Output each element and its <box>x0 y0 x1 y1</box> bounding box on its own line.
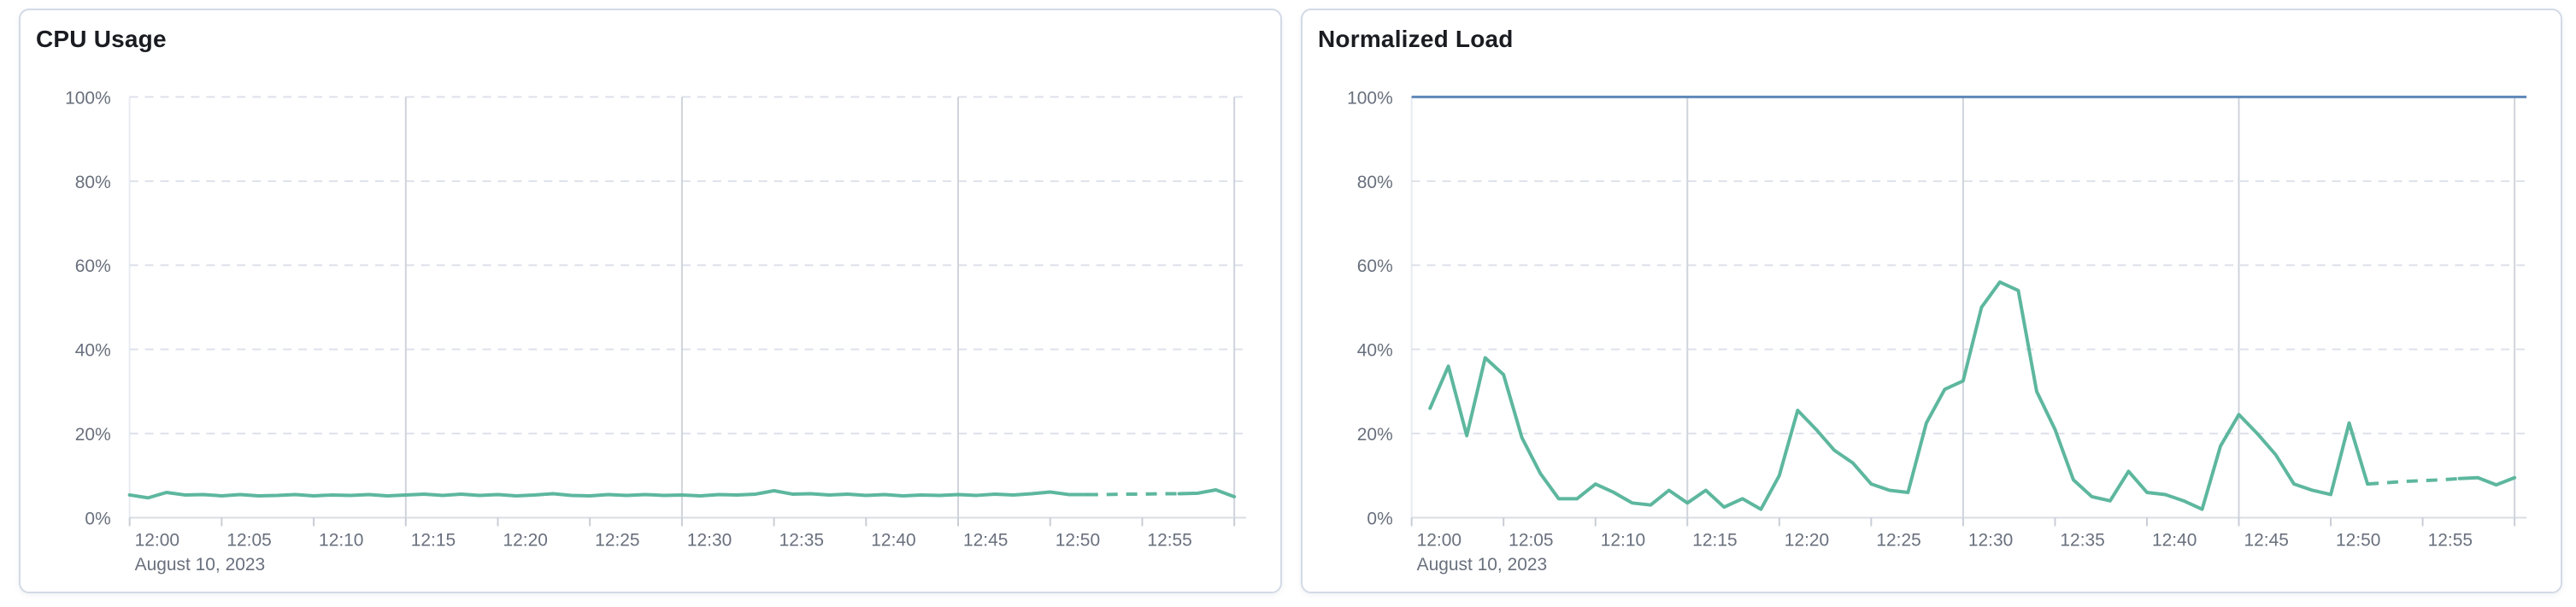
x-axis-label: 12:10 <box>1601 530 1645 550</box>
x-axis-label: 12:35 <box>2060 530 2104 550</box>
x-axis-date-label: August 10, 2023 <box>1417 555 1548 575</box>
cpu-usage-chart[interactable]: 12:00 12:05 12:10 12:15 12:20 12:25 12:30 12:35… <box>21 10 1280 592</box>
y-axis-label: 20% <box>75 425 111 445</box>
series-line-dashed <box>2367 476 2460 486</box>
y-axis-label: 0% <box>1367 509 1392 528</box>
normalized-load-chart[interactable]: 12:00 12:05 12:10 12:15 12:20 12:25 12:30 12:35… <box>1303 10 2561 592</box>
x-axis-label: 12:50 <box>2336 530 2380 550</box>
x-axis-label: 12:45 <box>963 530 1008 550</box>
series-line-solid <box>1177 488 1237 498</box>
x-axis-label: 12:05 <box>226 530 271 550</box>
x-axis-label: 12:10 <box>319 530 363 550</box>
series-line-solid <box>127 489 1089 500</box>
panel-title: CPU Usage <box>36 26 167 52</box>
panel-title: Normalized Load <box>1318 26 1514 52</box>
y-axis-label: 20% <box>1357 425 1393 445</box>
x-axis-label: 12:30 <box>1968 530 2013 550</box>
normalized-load-panel: 12:00 12:05 12:10 12:15 12:20 12:25 12:30 12:35… <box>1301 9 2562 593</box>
x-axis-label: 12:50 <box>1056 530 1100 550</box>
series-line-solid <box>2457 475 2517 487</box>
x-axis-label: 12:20 <box>503 530 547 550</box>
cpu-usage-panel: 12:00 12:05 12:10 12:15 12:20 12:25 12:30 12:35… <box>19 9 1282 593</box>
x-axis-label: 12:00 <box>1417 530 1461 550</box>
y-axis-label: 80% <box>75 173 111 192</box>
x-axis-label: 12:55 <box>2428 530 2473 550</box>
x-axis-label: 12:55 <box>1147 530 1191 550</box>
x-axis-label: 12:40 <box>871 530 915 550</box>
y-axis-label: 100% <box>1347 88 1393 108</box>
x-axis-label: 12:45 <box>2244 530 2289 550</box>
y-axis-label: 40% <box>1357 341 1393 361</box>
x-axis-label: 12:00 <box>135 530 179 550</box>
series-line-solid <box>1428 280 2370 511</box>
x-axis-label: 12:40 <box>2152 530 2197 550</box>
y-axis-label: 40% <box>75 341 111 361</box>
x-axis-label: 12:05 <box>1509 530 1553 550</box>
x-axis-label: 12:25 <box>1876 530 1920 550</box>
x-axis-date-label: August 10, 2023 <box>135 555 266 575</box>
series-line-dashed <box>1086 492 1179 497</box>
y-axis-label: 0% <box>85 509 110 528</box>
x-axis-label: 12:15 <box>411 530 456 550</box>
x-axis-label: 12:35 <box>779 530 824 550</box>
x-axis-label: 12:20 <box>1785 530 1829 550</box>
x-axis-label: 12:25 <box>595 530 639 550</box>
y-axis-label: 60% <box>1357 256 1393 276</box>
x-axis-label: 12:15 <box>1692 530 1737 550</box>
y-axis-label: 60% <box>75 256 111 276</box>
x-axis-label: 12:30 <box>687 530 732 550</box>
y-axis-label: 80% <box>1357 173 1393 192</box>
y-axis-label: 100% <box>65 88 111 108</box>
